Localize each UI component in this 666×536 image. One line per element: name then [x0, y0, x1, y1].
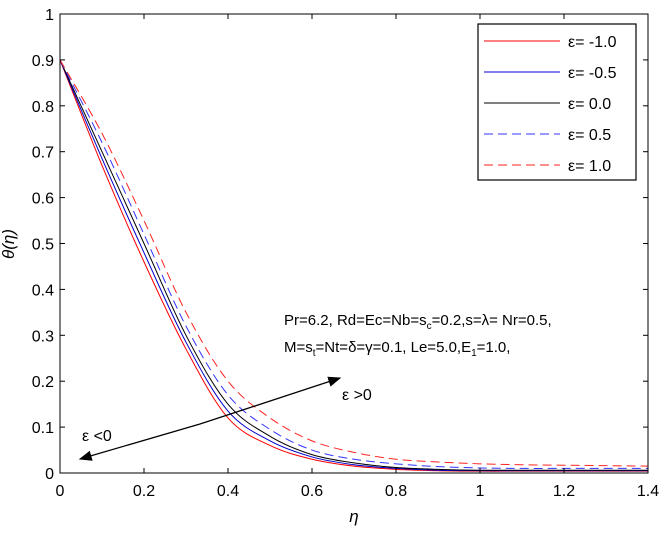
eps-negative-label: ε <0	[82, 428, 112, 445]
legend-label: ε= -0.5	[568, 65, 617, 82]
x-tick-label: 0.8	[385, 483, 407, 500]
legend-label: ε= 1.0	[568, 158, 611, 175]
arrow-eps-negative	[78, 423, 201, 461]
legend-box	[477, 23, 637, 181]
y-tick-label: 0.2	[32, 374, 54, 391]
y-tick-label: 0.6	[32, 191, 54, 208]
x-tick-label: 0.2	[133, 483, 155, 500]
y-tick-label: 0	[45, 466, 54, 483]
params-line-1: Pr=6.2, Rd=Ec=Nb=sc=0.2,s=λ= Nr=0.5,	[284, 312, 552, 332]
y-tick-label: 0.3	[32, 328, 54, 345]
legend: ε= -1.0 ε= -0.5 ε= 0.0 ε= 0.5 ε= 1.0	[477, 23, 637, 181]
y-tick-label: 0.4	[32, 282, 54, 299]
legend-label: ε= 0.5	[568, 127, 611, 144]
series-line-4	[59, 59, 649, 467]
x-tick-label: 1	[476, 483, 485, 500]
x-axis-label: η	[349, 507, 358, 526]
legend-label: ε= 0.0	[568, 96, 611, 113]
series-line-2	[59, 59, 648, 471]
y-axis-label: θ(η)	[0, 229, 18, 259]
y-tick-label: 0.8	[32, 99, 54, 116]
y-tick-label: 0.5	[32, 237, 54, 254]
x-tick-label: 0.4	[217, 483, 239, 500]
arrow-eps-positive	[199, 376, 342, 425]
eps-positive-label: ε >0	[342, 387, 372, 404]
y-tick-label: 0.9	[32, 53, 54, 70]
params-line-2: M=st=Nt=δ=γ=0.1, Le=5.0,E1=1.0,	[284, 339, 510, 359]
x-tick-label: 0	[56, 483, 65, 500]
parameter-annotation: Pr=6.2, Rd=Ec=Nb=sc=0.2,s=λ= Nr=0.5, M=s…	[284, 312, 552, 359]
x-tick-label: 1.4	[637, 483, 659, 500]
x-tick-label: 1.2	[553, 483, 575, 500]
y-tick-label: 1	[45, 7, 54, 24]
x-tick-label: 0.6	[301, 483, 323, 500]
legend-label: ε= -1.0	[568, 34, 617, 51]
y-tick-label: 0.7	[32, 145, 54, 162]
y-tick-label: 0.1	[32, 420, 54, 437]
